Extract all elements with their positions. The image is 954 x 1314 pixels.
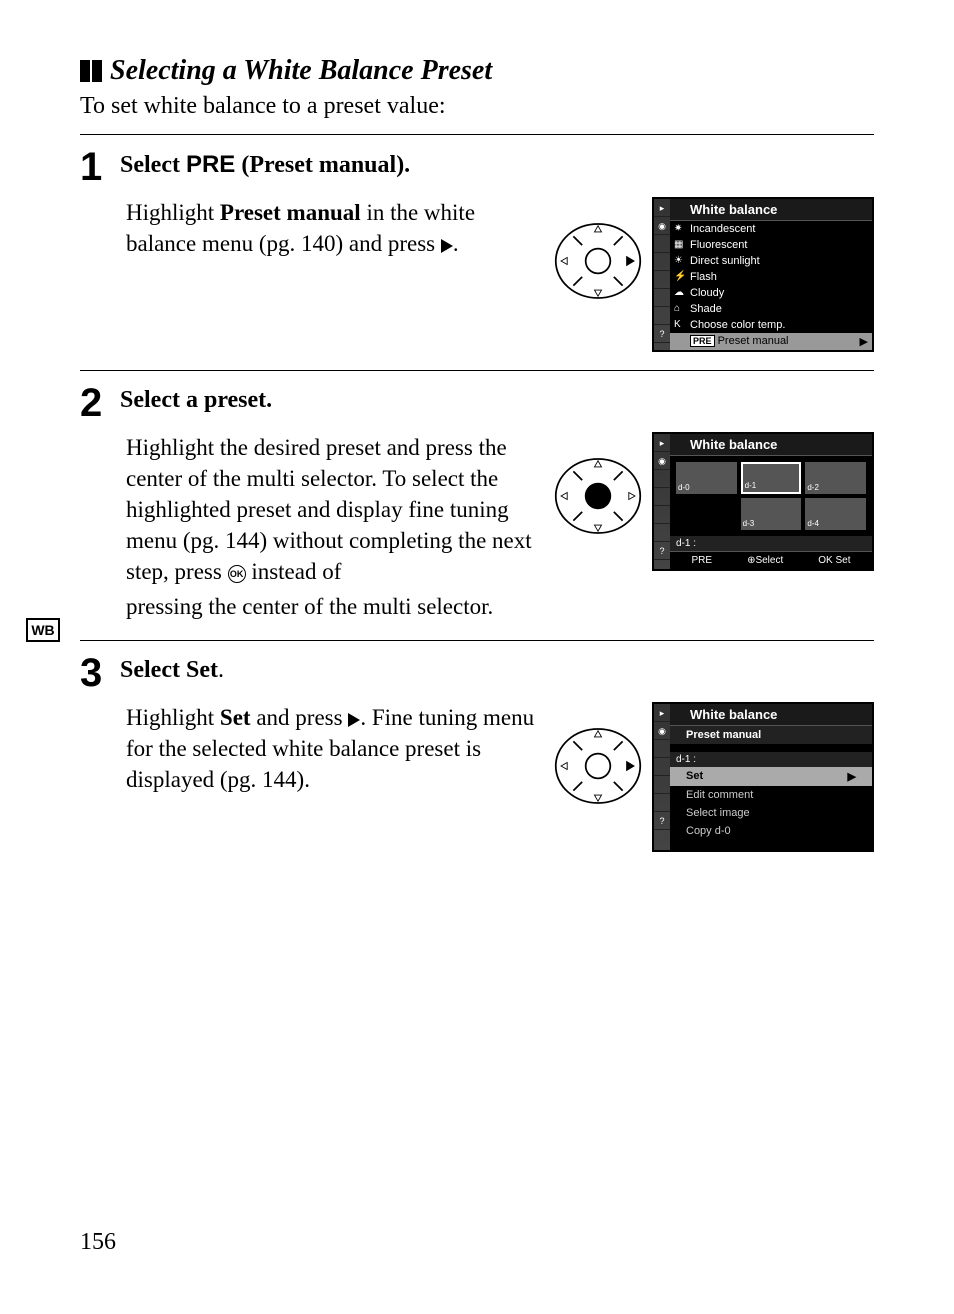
right-arrow-icon: [348, 713, 360, 727]
preset-label: d-1 :: [670, 536, 872, 551]
dpad-icon: [554, 722, 642, 810]
menu-item: ⌂Shade: [670, 301, 872, 317]
wb-badge-icon: WB: [26, 618, 60, 642]
preset-thumb: d-2: [805, 462, 866, 494]
step-text: Highlight Preset manual in the white bal…: [120, 197, 538, 259]
submenu-item: Copy d-0: [670, 822, 872, 840]
menu-screenshot-1: ▸ ◉ ? White balance ✷: [652, 197, 874, 352]
step-number: 2: [80, 383, 120, 622]
step-number: 1: [80, 147, 120, 352]
menu-header: White balance: [670, 704, 872, 726]
menu-tabs: ▸ ◉ ?: [654, 199, 670, 350]
menu-tabs: ▸ ◉ ?: [654, 704, 670, 850]
menu-screenshot-3: ▸ ◉ ? White balance Preset manual: [652, 702, 874, 852]
title-text: Selecting a White Balance Preset: [110, 55, 492, 87]
preset-footer: PRE ⊕Select OK Set: [670, 551, 872, 569]
step-title: Select a preset.: [120, 387, 874, 414]
preset-thumb: d-3: [741, 498, 802, 530]
step-title: Select PRE (Preset manual).: [120, 151, 874, 179]
menu-item: ☀Direct sunlight: [670, 253, 872, 269]
menu-header: White balance: [670, 434, 872, 456]
submenu-label: d-1 :: [670, 752, 872, 767]
submenu-item-highlighted: Set▶: [670, 767, 872, 786]
step-text: Highlight Set and press . Fine tuning me…: [120, 702, 538, 795]
right-arrow-icon: [441, 239, 453, 253]
step-3: 3 Select Set. Highlight Set and press . …: [80, 641, 874, 870]
preset-thumb-selected: d-1: [741, 462, 802, 494]
preset-grid: d-0 d-1 d-2 d-3 d-4: [670, 456, 872, 536]
title-marker-icon: [80, 60, 104, 82]
menu-item: ☁Cloudy: [670, 285, 872, 301]
preset-thumb: d-0: [676, 462, 737, 494]
menu-item: ✷Incandescent: [670, 221, 872, 237]
menu-item-highlighted: PRE Preset manual ▶: [670, 333, 872, 350]
section-title: Selecting a White Balance Preset: [80, 55, 874, 87]
ok-button-icon: OK: [228, 565, 246, 583]
menu-item: ▦Fluorescent: [670, 237, 872, 253]
preset-thumb: d-4: [805, 498, 866, 530]
intro-text: To set white balance to a preset value:: [80, 93, 874, 120]
submenu-item: Edit comment: [670, 786, 872, 804]
step-text: Highlight the desired preset and press t…: [120, 432, 538, 587]
menu-screenshot-2: ▸ ◉ ? White balance: [652, 432, 874, 571]
dpad-icon: [554, 452, 642, 540]
dpad-icon: [554, 217, 642, 305]
menu-tabs: ▸ ◉ ?: [654, 434, 670, 569]
menu-header: White balance: [670, 199, 872, 221]
menu-item: ⚡Flash: [670, 269, 872, 285]
menu-item: KChoose color temp.: [670, 317, 872, 333]
step-1: 1 Select PRE (Preset manual). Highlight …: [80, 135, 874, 370]
step-2: 2 Select a preset. Highlight the desired…: [80, 371, 874, 640]
step-title: Select Set.: [120, 657, 874, 684]
step-text-continuation: pressing the center of the multi selecto…: [120, 591, 874, 622]
page-number: 156: [80, 1229, 116, 1256]
step-number: 3: [80, 653, 120, 852]
submenu-title: Preset manual: [670, 726, 872, 744]
submenu-item: Select image: [670, 804, 872, 822]
